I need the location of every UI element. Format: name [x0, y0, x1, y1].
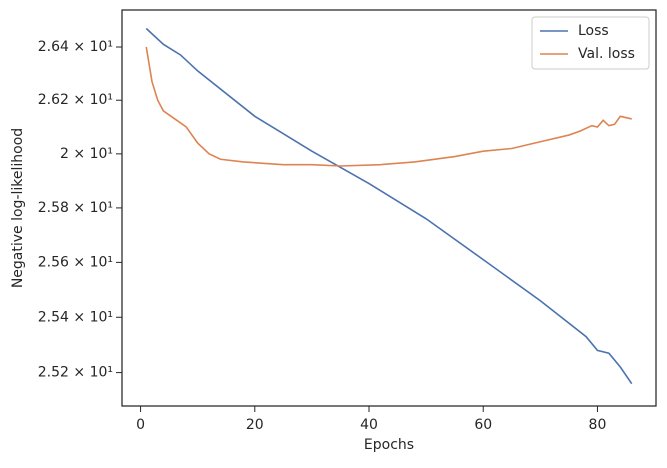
x-tick-label: 40 [360, 417, 378, 433]
x-tick-label: 60 [474, 417, 492, 433]
x-axis-label: Epochs [364, 437, 414, 453]
line-series [145, 46, 632, 167]
line-series [145, 27, 633, 385]
y-tick-label: 2.58 × 10¹ [38, 200, 113, 216]
y-tick-label: 2.52 × 10¹ [38, 365, 113, 381]
legend-label: Loss [578, 23, 609, 39]
y-axis-label: Negative log-likelihood [10, 128, 26, 288]
y-tick-label: 2.64 × 10¹ [38, 39, 113, 55]
legend-frame [531, 16, 650, 70]
x-tick-label: 0 [136, 417, 145, 433]
x-tick-label: 80 [589, 417, 607, 433]
x-tick-label: 20 [246, 417, 264, 433]
y-tick-label: 2.56 × 10¹ [38, 254, 113, 270]
y-tick-label: 2.62 × 10¹ [38, 92, 113, 108]
y-tick-label: 2.54 × 10¹ [38, 309, 113, 325]
y-tick-label: 2 × 10¹ [60, 146, 113, 162]
legend-label: Val. loss [578, 46, 635, 62]
